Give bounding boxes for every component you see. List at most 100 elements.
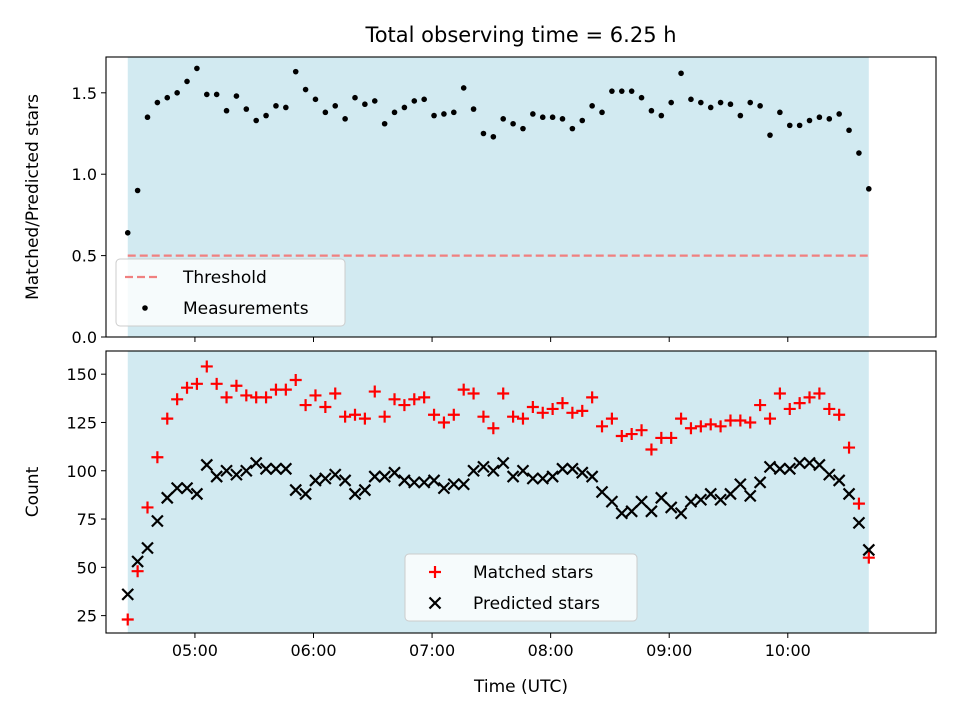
measurement-point (401, 104, 408, 111)
matched-star-point (546, 402, 559, 415)
matched-star-point (378, 410, 391, 423)
predicted-star-point (684, 495, 698, 508)
legend-label: Matched stars (473, 563, 593, 583)
measurement-point (717, 99, 724, 106)
predicted-star-point (408, 476, 421, 489)
y-tick-label: 100 (66, 462, 97, 481)
measurement-point (391, 109, 398, 116)
predicted-star-point (763, 460, 777, 474)
measurement-point (342, 116, 348, 122)
plot-frame (105, 350, 937, 634)
y-tick-label: 0.0 (72, 328, 97, 347)
predicted-star-point (506, 470, 520, 483)
measurement-point (174, 90, 180, 96)
measurement-point (668, 99, 674, 106)
predicted-star-point (832, 474, 846, 487)
measurement-point (124, 230, 131, 236)
predicted-star-point (655, 491, 668, 505)
predicted-star-point (259, 462, 273, 476)
matched-star-point (477, 410, 490, 423)
legend-label: Threshold (182, 268, 267, 288)
predicted-star-point (516, 464, 530, 478)
predicted-star-point (348, 487, 362, 501)
predicted-star-point (249, 456, 263, 470)
predicted-star-point (289, 483, 302, 497)
measurement-point (618, 88, 625, 94)
predicted-star-point (813, 458, 826, 472)
matched-star-point (428, 408, 441, 421)
predicted-star-point (585, 470, 599, 483)
measurement-point (381, 120, 388, 127)
measurement-point (302, 86, 309, 93)
matched-star-point (764, 412, 776, 425)
predicted-star-point (862, 543, 876, 557)
predicted-star-point (388, 466, 401, 479)
matched-star-point (240, 389, 253, 402)
y-tick-label: 50 (77, 558, 97, 577)
legend: Threshold Measurements (115, 258, 346, 327)
measurement-point (134, 187, 141, 194)
measurement-point (569, 125, 576, 132)
y-tick-label: 25 (77, 607, 97, 626)
matched-star-point (467, 387, 480, 400)
measurement-point (806, 117, 813, 124)
matched-star-point (793, 397, 806, 410)
predicted-star-point (437, 481, 451, 495)
predicted-star-point (645, 505, 658, 518)
measurement-point (283, 104, 289, 111)
measurement-point (648, 107, 655, 114)
measurement-point (352, 94, 358, 101)
measurement-point (589, 103, 595, 109)
matched-star-point (497, 387, 510, 400)
predicted-star-point (773, 462, 787, 476)
measurement-point (836, 111, 842, 117)
predicted-star-point (378, 470, 391, 483)
legend-label: Measurements (183, 299, 309, 319)
measurement-point (826, 116, 833, 122)
matched-star-point (852, 497, 865, 510)
y-axis-label: Count (23, 466, 43, 517)
predicted-star-point (595, 485, 609, 499)
matched-star-point (388, 393, 401, 406)
measurement-point (866, 186, 872, 192)
predicted-star-point (160, 491, 174, 505)
matched-star-point (526, 401, 539, 414)
predicted-star-point (566, 462, 579, 476)
predicted-star-point (447, 477, 461, 491)
matched-star-point (704, 418, 717, 431)
matched-star-point (684, 422, 697, 435)
predicted-star-point (477, 460, 490, 474)
measurement-point (273, 103, 279, 109)
measurement-point (777, 109, 783, 116)
matched-star-point (783, 402, 796, 415)
measurement-point (470, 106, 477, 112)
predicted-star-point (230, 468, 243, 481)
matched-star-point (121, 613, 134, 626)
predicted-star-point (823, 468, 836, 481)
matched-star-point (181, 381, 194, 394)
matched-star-point (744, 416, 757, 429)
matched-star-point (516, 412, 529, 425)
predicted-star-point (457, 477, 470, 491)
matched-star-point (586, 391, 599, 404)
matched-star-point (141, 501, 154, 514)
ratio-panel: 0.0 0.5 1.0 1.5 Matched/Predicted stars Thres… (23, 56, 937, 347)
measurement-point (599, 109, 605, 116)
predicted-star-point (121, 588, 135, 601)
measurement-point (223, 107, 230, 114)
measurement-point (263, 112, 269, 119)
measurement-point (510, 120, 516, 127)
measurement-point (688, 96, 694, 103)
predicted-star-point (368, 470, 382, 483)
matched-star-point (131, 565, 144, 578)
predicted-star-point (200, 458, 214, 472)
matched-star-point (734, 414, 747, 427)
x-tick-label: 08:00 (528, 641, 574, 660)
predicted-star-point (240, 464, 253, 478)
matched-star-point (349, 408, 361, 421)
matched-star-point (635, 424, 648, 437)
predicted-star-point (734, 477, 747, 491)
matched-star-point (596, 420, 609, 433)
matched-star-point (714, 420, 727, 433)
